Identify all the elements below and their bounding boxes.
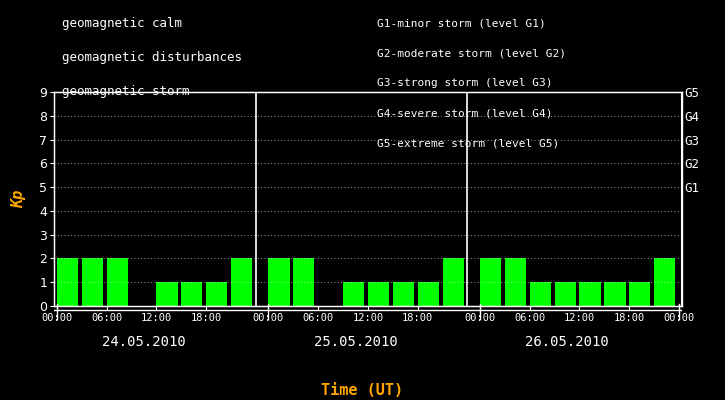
Bar xyxy=(579,282,600,306)
Bar xyxy=(530,282,551,306)
Bar xyxy=(181,282,202,306)
Bar xyxy=(268,258,289,306)
Text: G4-severe storm (level G4): G4-severe storm (level G4) xyxy=(377,108,552,118)
Bar xyxy=(343,282,364,306)
Bar xyxy=(605,282,626,306)
Bar xyxy=(206,282,228,306)
Text: geomagnetic disturbances: geomagnetic disturbances xyxy=(62,51,241,64)
Y-axis label: Kp: Kp xyxy=(11,190,26,208)
Bar xyxy=(442,258,464,306)
Bar xyxy=(505,258,526,306)
Bar xyxy=(107,258,128,306)
Text: 26.05.2010: 26.05.2010 xyxy=(525,334,609,348)
Bar xyxy=(231,258,252,306)
Bar xyxy=(654,258,675,306)
Text: G3-strong storm (level G3): G3-strong storm (level G3) xyxy=(377,78,552,88)
Bar xyxy=(294,258,315,306)
Text: G2-moderate storm (level G2): G2-moderate storm (level G2) xyxy=(377,48,566,58)
Text: 25.05.2010: 25.05.2010 xyxy=(314,334,397,348)
Bar xyxy=(368,282,389,306)
Text: 24.05.2010: 24.05.2010 xyxy=(102,334,186,348)
Bar xyxy=(629,282,650,306)
Text: G5-extreme storm (level G5): G5-extreme storm (level G5) xyxy=(377,138,559,148)
Bar xyxy=(480,258,501,306)
Text: geomagnetic calm: geomagnetic calm xyxy=(62,17,182,30)
Bar xyxy=(82,258,103,306)
Bar xyxy=(555,282,576,306)
Text: G1-minor storm (level G1): G1-minor storm (level G1) xyxy=(377,18,546,28)
Text: Time (UT): Time (UT) xyxy=(321,383,404,398)
Bar xyxy=(393,282,414,306)
Bar xyxy=(57,258,78,306)
Bar xyxy=(157,282,178,306)
Bar xyxy=(418,282,439,306)
Text: geomagnetic storm: geomagnetic storm xyxy=(62,85,189,98)
